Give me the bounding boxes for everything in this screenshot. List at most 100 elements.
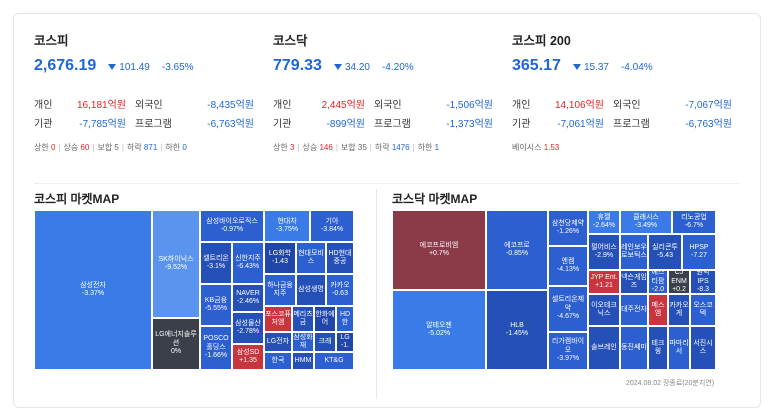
- index-value: 2,676.19: [34, 57, 97, 74]
- kosdaq-stock-tile[interactable]: 실리콘투 -5.43: [648, 234, 682, 270]
- kospi-stock-tile[interactable]: 현대차 -3.75%: [264, 210, 310, 242]
- tile-name: 메스엠: [651, 301, 665, 317]
- tile-name: 카카오: [330, 281, 350, 289]
- tile-name: CJ ENM: [671, 270, 687, 285]
- kosdaq-stock-tile[interactable]: 오스코텍: [690, 294, 716, 326]
- tile-name: 리가켐바이오: [551, 338, 585, 354]
- kosdaq-stock-tile[interactable]: 이오테크닉스: [588, 294, 620, 326]
- kosdaq-stock-tile[interactable]: 펄어비스 -2.9%: [588, 234, 620, 270]
- kosdaq-stock-tile[interactable]: 넥슨게임즈: [620, 270, 648, 294]
- kospi-stock-tile[interactable]: 삼성생명: [296, 274, 326, 306]
- kospi-stock-tile[interactable]: 기아 -3.84%: [310, 210, 354, 242]
- kosdaq-stock-tile[interactable]: 리가켐바이오 -3.97%: [548, 332, 588, 370]
- kospi-stock-tile[interactable]: POSCO홀딩스 -1.66%: [200, 326, 232, 370]
- kospi-stock-tile[interactable]: 삼성전자 -3.37%: [34, 210, 152, 370]
- down-arrow-icon: [572, 64, 581, 70]
- kosdaq-stock-tile[interactable]: 클래시스 -3.49%: [620, 210, 672, 234]
- tile-pct: -6.43%: [236, 263, 260, 270]
- kospi-stock-tile[interactable]: LG에너지솔루션 0%: [152, 318, 200, 370]
- index-kospi[interactable]: 코스피 2,676.19 101.49 -3.65%: [34, 30, 254, 75]
- tile-pct: -3.1%: [206, 263, 226, 270]
- kospi-stock-tile[interactable]: 카카오 -0.63: [326, 274, 354, 306]
- kosdaq-stock-tile[interactable]: 대주전자: [620, 294, 648, 326]
- kospi-stock-tile[interactable]: HMM: [292, 352, 314, 370]
- kospi-stock-tile[interactable]: 크래: [314, 332, 336, 352]
- kosdaq-stock-tile[interactable]: CJ ENM +0.2: [668, 270, 690, 294]
- kosdaq-stock-tile[interactable]: 솔브레인: [588, 326, 620, 370]
- kosdaq-stock-tile[interactable]: 레인보우로보틱스: [620, 234, 648, 270]
- kosdaq-stock-tile[interactable]: 파마리서: [668, 326, 690, 370]
- kospi-stock-tile[interactable]: 셀트리온 -3.1%: [200, 242, 232, 284]
- kospi-stock-tile[interactable]: 하나금융지주: [264, 274, 296, 306]
- tile-name: 넥슨게임즈: [621, 273, 647, 289]
- index-kospi200[interactable]: 코스피 200 365.17 15.37 -4.04%: [512, 30, 732, 75]
- kospi-stock-tile[interactable]: 신한지주 -6.43%: [232, 242, 264, 284]
- tile-name: LG화학: [268, 249, 292, 257]
- kospi-stock-tile[interactable]: LG화학 -1.43: [264, 242, 296, 274]
- tile-name: 셀트리온: [203, 254, 229, 262]
- kosdaq-treemap: 에코프로비엠 +0.7% 알테오젠 -5.02% 에코프로 -0.85% HLB -1.45%…: [392, 210, 716, 372]
- kospi-stock-tile[interactable]: SK하이닉스 -9.52%: [152, 210, 200, 318]
- kosdaq-stock-tile[interactable]: 카카오게: [668, 294, 690, 326]
- tile-pct: -1.45%: [505, 330, 529, 337]
- kospi-stock-tile[interactable]: 현대모비스: [296, 242, 326, 274]
- kosdaq-stock-tile[interactable]: 테크윙: [648, 326, 668, 370]
- index-kosdaq[interactable]: 코스닥 779.33 34.20 -4.20%: [273, 30, 493, 75]
- kosdaq-stock-tile[interactable]: HLB -1.45%: [486, 290, 548, 370]
- kospi-stock-tile[interactable]: 삼성물산 -2.78%: [232, 312, 264, 344]
- kospi-stock-tile[interactable]: KB금융 -5.55%: [200, 284, 232, 326]
- index-value: 365.17: [512, 57, 561, 74]
- tile-name: 현대차: [277, 217, 297, 225]
- tile-pct: 0%: [170, 348, 182, 356]
- kospi-stock-tile[interactable]: 한화에어: [314, 306, 336, 332]
- kospi-stock-tile[interactable]: 삼성SD +1.35: [232, 344, 264, 370]
- tile-name: 삼성화재: [293, 333, 313, 349]
- kospi-stock-tile[interactable]: LG -1.: [336, 332, 354, 352]
- kospi-stock-tile[interactable]: 메리츠금: [292, 306, 314, 332]
- kospi-stock-tile[interactable]: 삼성바이오로직스 -0.97%: [200, 210, 264, 242]
- kosdaq-stock-tile[interactable]: 리노공업 -6.7%: [672, 210, 716, 234]
- tile-pct: -3.97%: [556, 355, 580, 363]
- kosdaq-stock-tile[interactable]: 삼천당제약 -1.26%: [548, 210, 588, 246]
- tile-name: 삼성전자: [80, 281, 106, 289]
- kospi-stock-tile[interactable]: HD한: [336, 306, 354, 332]
- investor-table-kospi200: 개인 14,106억원 외국인 -7,067억원 기관 -7,061억원 프로그램 -6,7…: [512, 100, 732, 130]
- tile-name: 레인보우로보틱스: [621, 243, 647, 259]
- kosdaq-stock-tile[interactable]: 원익IPS -8.3: [690, 270, 716, 294]
- index-value: 779.33: [273, 57, 322, 74]
- kospi-stock-tile[interactable]: 삼성화재: [292, 332, 314, 352]
- kospi-stock-tile[interactable]: HD현대중공: [326, 242, 354, 274]
- kospi-stock-tile[interactable]: 포스코퓨처엠: [264, 306, 292, 332]
- kosdaq-map-title: 코스닥 마켓MAP: [392, 192, 478, 206]
- kosdaq-stock-tile[interactable]: 메스엠: [648, 294, 668, 326]
- kosdaq-stock-tile[interactable]: 엔켐 -4.13%: [548, 246, 588, 286]
- kospi-stock-tile[interactable]: NAVER -2.46%: [232, 284, 264, 312]
- kosdaq-stock-tile[interactable]: 에코프로 -0.85%: [486, 210, 548, 290]
- tile-name: HLB: [510, 321, 524, 329]
- investor-table-kospi: 개인 16,181억원 외국인 -8,435억원 기관 -7,785억원 프로그램 -6,7…: [34, 100, 254, 130]
- kospi-stock-tile[interactable]: 한국: [264, 352, 292, 370]
- kosdaq-stock-tile[interactable]: 서진시스: [690, 326, 716, 370]
- basis-kospi200: 베이시스 1.53: [512, 143, 560, 152]
- tile-pct: -2.0: [651, 286, 665, 294]
- kospi-stock-tile[interactable]: LG전자: [264, 332, 292, 352]
- kosdaq-stock-tile[interactable]: 동진쎄미: [620, 326, 648, 370]
- kosdaq-stock-tile[interactable]: JYP Ent. +1.21: [588, 270, 620, 294]
- tile-name: 오스코텍: [693, 301, 713, 317]
- tile-name: 삼성SD: [236, 348, 260, 356]
- kosdaq-stock-tile[interactable]: 에코프로비엠 +0.7%: [392, 210, 486, 290]
- kospi-stock-tile[interactable]: KT&G: [314, 352, 354, 370]
- kosdaq-stock-tile[interactable]: 휴젤 -2.64%: [588, 210, 620, 234]
- tile-name: 솔브레인: [591, 343, 617, 351]
- tile-pct: -5.02%: [427, 330, 451, 337]
- tile-name: NAVER: [236, 289, 260, 297]
- kosdaq-stock-tile[interactable]: HPSP -7.27: [682, 234, 716, 270]
- section-divider: [34, 183, 739, 184]
- tile-name: HMM: [294, 356, 312, 364]
- down-arrow-icon: [108, 64, 117, 70]
- kosdaq-stock-tile[interactable]: 알테오젠 -5.02%: [392, 290, 486, 370]
- kosdaq-stock-tile[interactable]: 셀트리온제약 -4.67%: [548, 286, 588, 332]
- tile-name: 클래시스: [633, 213, 659, 221]
- kosdaq-stock-tile[interactable]: 에스티팜 -2.0: [648, 270, 668, 294]
- tile-pct: +0.7%: [428, 250, 450, 257]
